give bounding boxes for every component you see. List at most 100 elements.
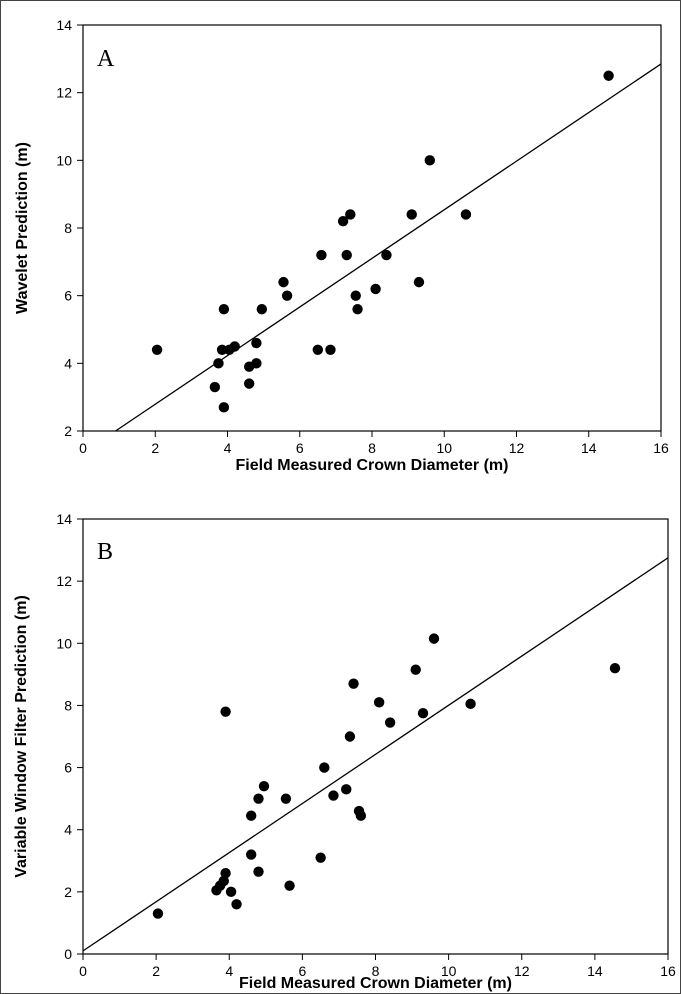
x-tick-label: 10	[441, 963, 457, 979]
y-tick-label: 10	[56, 635, 72, 651]
data-point	[350, 290, 361, 301]
data-point	[373, 697, 385, 708]
y-tick-label: 0	[64, 946, 72, 962]
data-point	[315, 852, 326, 863]
panel-label-a: A	[97, 46, 115, 72]
data-point	[251, 358, 262, 369]
data-point	[424, 155, 435, 166]
data-point	[319, 762, 330, 773]
data-point	[253, 793, 264, 804]
data-point	[284, 880, 295, 891]
y-axis-ticks-a: 2 4 6 8 10 12 14	[56, 17, 83, 439]
x-tick-label: 4	[224, 440, 232, 456]
y-tick-label: 8	[64, 220, 72, 236]
data-point	[603, 70, 614, 81]
data-point	[231, 899, 242, 910]
data-point	[281, 290, 293, 301]
y-tick-label: 4	[64, 355, 72, 371]
data-point	[410, 664, 421, 675]
data-point	[225, 886, 237, 898]
data-point	[370, 283, 381, 295]
data-point	[341, 784, 352, 795]
x-axis-ticks-a: 0 2 4 6 8 10 12 14 16	[79, 431, 669, 456]
x-tick-label: 0	[79, 440, 87, 456]
regression-line	[82, 557, 669, 952]
data-point	[345, 209, 356, 220]
data-point	[428, 633, 440, 644]
x-tick-label: 6	[296, 440, 304, 456]
y-tick-label: 12	[56, 573, 72, 589]
x-axis-title-b: Field Measured Crown Diameter (m)	[239, 975, 512, 992]
scatter-points-b	[152, 633, 621, 919]
data-point	[348, 678, 359, 689]
y-tick-label: 14	[56, 511, 72, 527]
x-tick-label: 8	[368, 440, 376, 456]
data-point	[151, 344, 163, 355]
data-point	[216, 344, 228, 355]
x-tick-label: 14	[587, 963, 603, 979]
y-tick-label: 10	[56, 152, 72, 168]
data-point	[229, 341, 240, 352]
regression-line	[115, 63, 662, 432]
y-tick-label: 2	[64, 423, 72, 439]
data-point	[406, 209, 417, 220]
x-tick-label: 16	[653, 440, 669, 456]
data-point	[460, 209, 472, 220]
y-tick-label: 12	[56, 85, 72, 101]
x-tick-label: 10	[436, 440, 452, 456]
data-point	[465, 698, 476, 710]
data-point	[312, 344, 324, 355]
data-point	[258, 781, 270, 792]
y-tick-label: 8	[64, 697, 72, 713]
data-point	[337, 216, 349, 227]
data-point	[245, 849, 257, 860]
x-axis-ticks-b: 0 2 4 6 8 10 12 14 16	[79, 954, 676, 979]
data-point	[253, 866, 264, 877]
data-point	[417, 707, 429, 719]
data-point	[152, 908, 164, 919]
data-point	[609, 662, 621, 674]
y-tick-label: 6	[64, 288, 72, 304]
y-tick-label: 14	[56, 17, 72, 33]
data-point	[325, 344, 336, 355]
x-tick-label: 2	[151, 440, 159, 456]
data-point	[218, 304, 230, 315]
data-point	[220, 706, 231, 717]
x-tick-label: 12	[509, 440, 525, 456]
data-point	[316, 249, 327, 261]
y-tick-label: 6	[64, 760, 72, 776]
x-tick-label: 0	[79, 963, 87, 979]
data-point	[280, 793, 292, 804]
data-point	[328, 790, 339, 801]
data-point	[218, 875, 229, 887]
data-point	[251, 337, 262, 349]
data-point	[243, 378, 255, 389]
x-tick-label: 16	[660, 963, 676, 979]
data-point	[213, 358, 224, 369]
data-point	[341, 249, 352, 261]
data-point	[278, 276, 289, 288]
data-point	[352, 304, 363, 315]
y-tick-label: 2	[64, 884, 72, 900]
data-point	[355, 810, 367, 821]
data-point	[413, 276, 425, 288]
scatter-points-a	[151, 70, 614, 413]
data-point	[209, 381, 221, 393]
x-tick-label: 6	[298, 963, 306, 979]
data-point	[384, 717, 396, 728]
x-tick-label: 4	[225, 963, 233, 979]
data-point	[256, 304, 268, 315]
x-tick-label: 8	[372, 963, 380, 979]
x-axis-title-a: Field Measured Crown Diameter (m)	[236, 457, 509, 474]
y-tick-label: 4	[64, 822, 72, 838]
y-axis-title-b: Variable Window Filter Prediction (m)	[13, 595, 30, 878]
data-point	[344, 731, 356, 742]
x-tick-label: 14	[581, 440, 597, 456]
x-tick-label: 12	[514, 963, 530, 979]
panel-b: 0 2 4 6 8 10 12 14 16 0 2 4 6 8 10 12 14 B Field Measur…	[13, 511, 676, 992]
data-point	[381, 249, 392, 261]
panel-label-b: B	[97, 539, 113, 565]
